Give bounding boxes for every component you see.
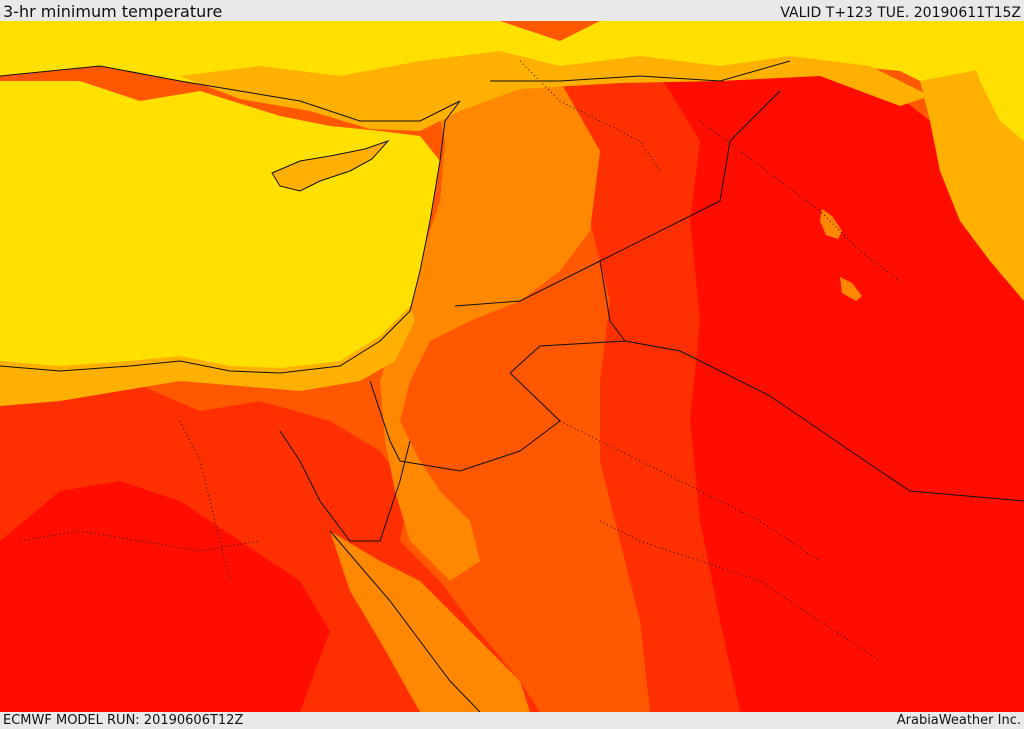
field-mild-coast: [0, 306, 415, 406]
lake-habbaniyah: [840, 277, 862, 301]
credit-label: ArabiaWeather Inc.: [896, 713, 1021, 728]
field-warm-redsea: [330, 531, 530, 712]
map-title: 3-hr minimum temperature: [3, 2, 223, 21]
coastlines: [0, 65, 481, 712]
model-run-label: ECMWF MODEL RUN: 20190606T12Z: [3, 713, 244, 728]
country-borders: [369, 60, 1024, 502]
field-warm-levant: [380, 81, 600, 581]
footer-bar: ECMWF MODEL RUN: 20190606T12Z ArabiaWeat…: [0, 712, 1024, 729]
lake-tharthar: [820, 209, 842, 239]
province-borders: [19, 60, 901, 662]
field-cool-zagros: [960, 21, 1024, 141]
temperature-map[interactable]: [0, 21, 1024, 712]
header-bar: 3-hr minimum temperature VALID T+123 TUE…: [0, 0, 1024, 21]
valid-time-label: VALID T+123 TUE. 20190611T15Z: [780, 5, 1021, 21]
temperature-map-canvas: [0, 21, 1024, 712]
field-mild-zagros: [920, 61, 1024, 301]
field-hotter-east: [560, 76, 740, 712]
cyprus-island: [271, 139, 390, 192]
field-hottest-east: [640, 61, 1024, 712]
field-cool-mediterranean: [0, 81, 440, 373]
field-hottest-west: [0, 481, 330, 712]
field-mild-turkey: [180, 51, 930, 131]
